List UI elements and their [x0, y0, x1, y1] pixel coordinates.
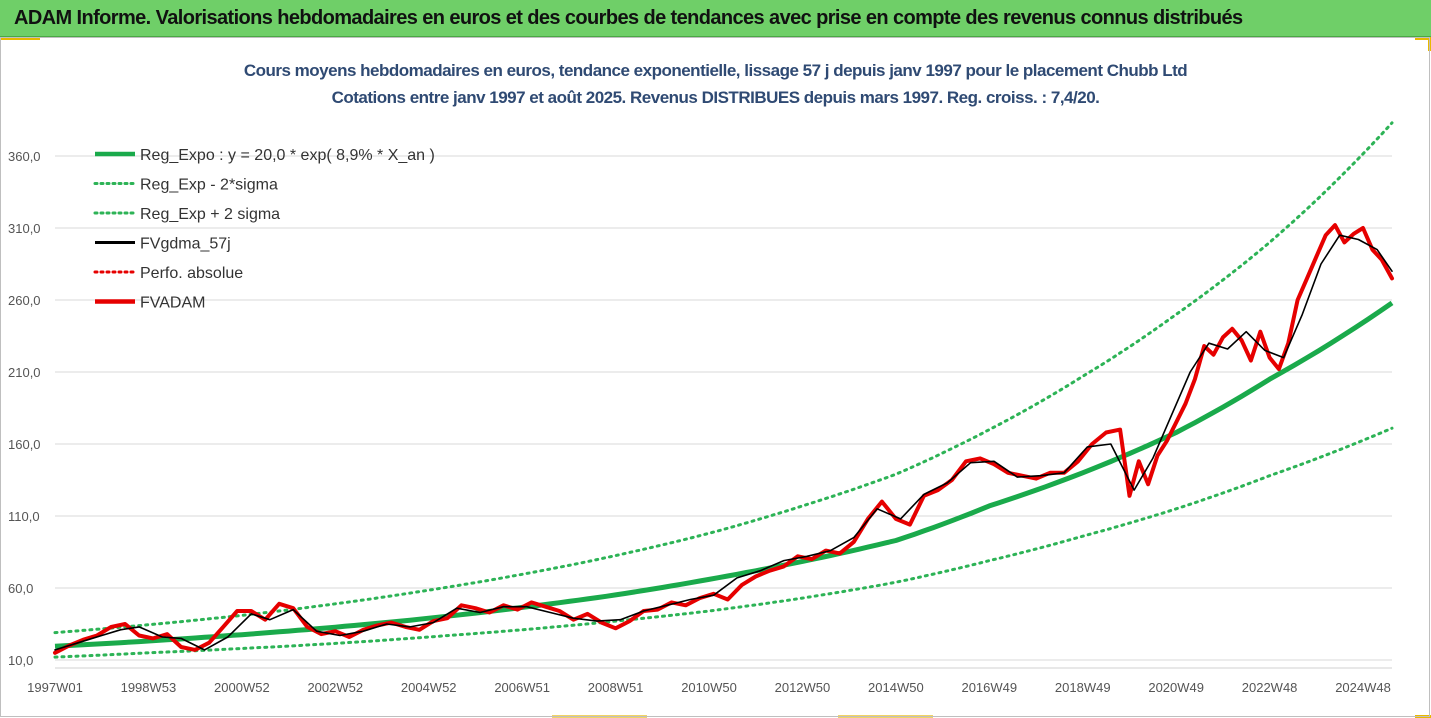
x-tick-label: 2020W49: [1148, 680, 1204, 695]
x-tick-label: 2014W50: [868, 680, 924, 695]
banner-title: ADAM Informe. Valorisations hebdomadaire…: [14, 7, 1243, 29]
legend-label: Reg_Expo : y = 20,0 * exp( 8,9% * X_an ): [140, 147, 435, 164]
y-tick-label: 110,0: [8, 509, 40, 524]
x-axis-ticks: 1997W01 1998W53 2000W52 2002W52 2004W52 2006W…: [27, 680, 1391, 695]
y-tick-label: 160,0: [8, 437, 41, 452]
series-reg-minus-2sigma: [53, 426, 1394, 659]
chart-title: Cours moyens hebdomadaires en euros, ten…: [243, 61, 1188, 80]
x-tick-label: 2010W50: [681, 680, 737, 695]
x-tick-label: 2000W52: [214, 680, 270, 695]
series-layer: [53, 121, 1394, 659]
banner: ADAM Informe. Valorisations hebdomadaire…: [0, 0, 1431, 37]
y-tick-label: 210,0: [8, 365, 41, 380]
x-tick-label: 1998W53: [121, 680, 177, 695]
y-tick-label: 360,0: [8, 149, 41, 164]
x-tick-label: 2002W52: [307, 680, 363, 695]
legend-label: FVgdma_57j: [140, 236, 231, 253]
corner-accent-top-right: [1415, 37, 1431, 40]
x-tick-label: 2022W48: [1242, 680, 1298, 695]
legend: Reg_Expo : y = 20,0 * exp( 8,9% * X_an )…: [93, 147, 435, 312]
series-reg-plus-2sigma: [53, 121, 1394, 635]
legend-label: Reg_Exp + 2 sigma: [140, 206, 280, 223]
legend-label: Reg_Exp - 2*sigma: [140, 177, 278, 194]
x-tick-label: 2016W49: [961, 680, 1017, 695]
legend-label: FVADAM: [140, 295, 205, 312]
x-tick-label: 2018W49: [1055, 680, 1111, 695]
grid: [55, 155, 1392, 669]
series-fvadam: [53, 223, 1394, 655]
y-tick-label: 310,0: [8, 221, 41, 236]
x-tick-label: 2012W50: [775, 680, 831, 695]
x-tick-label: 2004W52: [401, 680, 457, 695]
y-axis-ticks: 10,0 60,0 110,0 160,0 210,0 260,0 310,0 360,0: [8, 149, 41, 668]
x-tick-label: 2006W51: [494, 680, 550, 695]
x-tick-label: 1997W01: [27, 680, 83, 695]
y-tick-label: 260,0: [8, 293, 41, 308]
chart-frame: [0, 37, 1430, 717]
x-tick-label: 2008W51: [588, 680, 644, 695]
x-tick-label: 2024W48: [1335, 680, 1391, 695]
y-tick-label: 60,0: [8, 581, 33, 596]
chart-subtitle: Cotations entre janv 1997 et août 2025. …: [331, 88, 1100, 107]
legend-label: Perfo. absolue: [140, 265, 243, 282]
corner-accent-top-left: [0, 37, 40, 40]
y-tick-label: 10,0: [8, 653, 33, 668]
series-reg-expo: [54, 300, 1394, 649]
series-fvgdma-57j: [54, 234, 1393, 651]
